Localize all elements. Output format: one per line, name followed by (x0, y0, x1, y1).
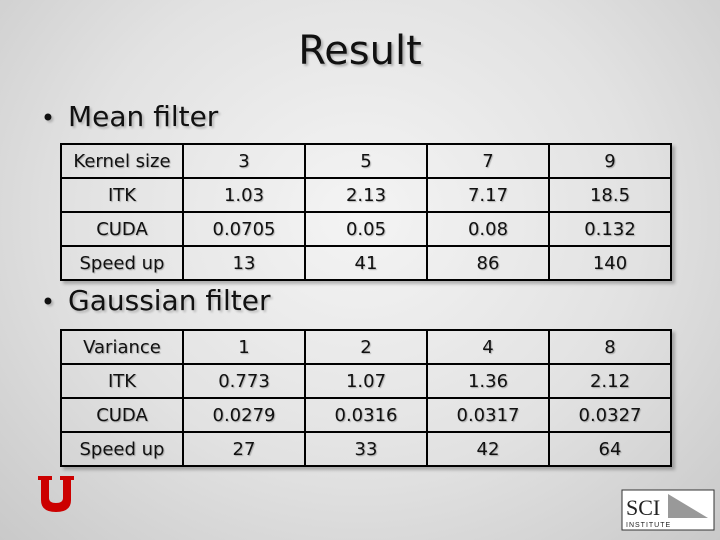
table-cell: 7.17 (426, 177, 550, 213)
university-logo (38, 476, 74, 512)
table-cell: 1.03 (182, 177, 306, 213)
table-row: Speed up 13 41 86 140 (60, 245, 672, 281)
row-label: ITK (60, 177, 184, 213)
row-label: ITK (60, 363, 184, 399)
table-cell: 140 (548, 245, 672, 281)
slide-title: Result (298, 28, 422, 74)
table-row: Speed up 27 33 42 64 (60, 431, 672, 467)
row-label: Variance (60, 329, 184, 365)
results-table: Kernel size 3 5 7 9 ITK 1.03 2.13 7.17 18.5 CUDA 0.… (60, 143, 672, 281)
bullet-text: Gaussian filter (68, 284, 271, 317)
table-cell: 86 (426, 245, 550, 281)
row-label: CUDA (60, 211, 184, 247)
table-cell: 0.773 (182, 363, 306, 399)
table-cell: 0.0705 (182, 211, 306, 247)
table-cell: 8 (548, 329, 672, 365)
table-cell: 41 (304, 245, 428, 281)
row-label: CUDA (60, 397, 184, 433)
table-cell: 33 (304, 431, 428, 467)
table-cell: 3 (182, 143, 306, 179)
table-row: ITK 1.03 2.13 7.17 18.5 (60, 177, 672, 213)
bullet: • Gaussian filter (40, 284, 271, 317)
results-table: Variance 1 2 4 8 ITK 0.773 1.07 1.36 2.12 CUDA 0.02… (60, 329, 672, 467)
table-cell: 0.05 (304, 211, 428, 247)
table-cell: 64 (548, 431, 672, 467)
table-cell: 1.07 (304, 363, 428, 399)
table-cell: 2.13 (304, 177, 428, 213)
table-cell: 2 (304, 329, 428, 365)
table-cell: 4 (426, 329, 550, 365)
row-label: Kernel size (60, 143, 184, 179)
table-row: CUDA 0.0705 0.05 0.08 0.132 (60, 211, 672, 247)
table-row: ITK 0.773 1.07 1.36 2.12 (60, 363, 672, 399)
sci-logo-subtitle: INSTITUTE (626, 522, 671, 529)
table-cell: 13 (182, 245, 306, 281)
table-cell: 2.12 (548, 363, 672, 399)
sci-logo-box (621, 489, 715, 531)
table-row: Kernel size 3 5 7 9 (60, 143, 672, 179)
table-cell: 0.08 (426, 211, 550, 247)
sci-logo-mark (668, 494, 708, 518)
table-cell: 1 (182, 329, 306, 365)
table-cell: 0.0279 (182, 397, 306, 433)
row-label: Speed up (60, 431, 184, 467)
row-label: Speed up (60, 245, 184, 281)
table-cell: 0.132 (548, 211, 672, 247)
table-cell: 0.0317 (426, 397, 550, 433)
table-cell: 5 (304, 143, 428, 179)
table-cell: 27 (182, 431, 306, 467)
table-cell: 7 (426, 143, 550, 179)
table-cell: 0.0327 (548, 397, 672, 433)
table-cell: 9 (548, 143, 672, 179)
table-cell: 42 (426, 431, 550, 467)
sci-logo-text: SCI (626, 495, 660, 520)
table-row: CUDA 0.0279 0.0316 0.0317 0.0327 (60, 397, 672, 433)
table-cell: 1.36 (426, 363, 550, 399)
table-cell: 18.5 (548, 177, 672, 213)
table-row: Variance 1 2 4 8 (60, 329, 672, 365)
bullet: • Mean filter (40, 100, 219, 133)
table-cell: 0.0316 (304, 397, 428, 433)
bullet-text: Mean filter (68, 100, 219, 133)
